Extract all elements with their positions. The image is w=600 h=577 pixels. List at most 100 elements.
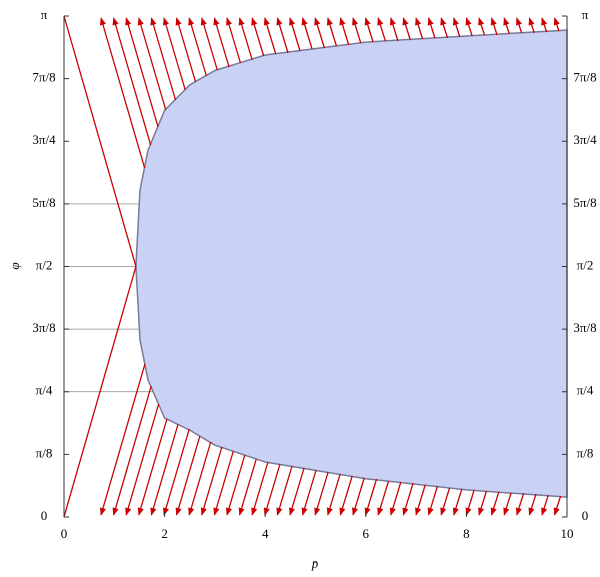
arrow bbox=[112, 385, 152, 516]
arrow bbox=[213, 17, 230, 68]
y-tick-label: 3π/4 bbox=[32, 132, 56, 147]
arrow bbox=[137, 17, 167, 111]
x-tick-label: 2 bbox=[161, 526, 168, 541]
arrow bbox=[389, 17, 399, 42]
arrow bbox=[503, 492, 512, 516]
arrow bbox=[137, 418, 168, 516]
y-tick-label: 3π/4 bbox=[573, 132, 597, 147]
arrow bbox=[490, 491, 500, 516]
arrow bbox=[162, 428, 190, 516]
arrow bbox=[263, 463, 281, 516]
arrow bbox=[289, 467, 305, 516]
arrow bbox=[125, 403, 160, 516]
arrow bbox=[402, 482, 414, 516]
y-tick-label: π/8 bbox=[36, 445, 53, 460]
arrow bbox=[238, 17, 253, 61]
arrow bbox=[99, 363, 146, 516]
arrow bbox=[175, 17, 197, 83]
x-tick-label: 10 bbox=[561, 526, 574, 541]
region bbox=[135, 29, 568, 498]
y-tick-label: 5π/8 bbox=[32, 195, 55, 210]
y-tick-label: 0 bbox=[41, 508, 48, 523]
arrow bbox=[289, 17, 301, 52]
arrow bbox=[478, 17, 486, 36]
arrow bbox=[440, 487, 451, 516]
arrow bbox=[364, 478, 378, 516]
arrow bbox=[452, 488, 463, 516]
arrow bbox=[276, 17, 289, 54]
arrow bbox=[301, 17, 313, 50]
arrow bbox=[326, 473, 341, 516]
arrow bbox=[125, 17, 159, 128]
arrow bbox=[528, 17, 535, 34]
arrow bbox=[541, 494, 549, 516]
arrow bbox=[515, 492, 525, 516]
y-tick-label: π bbox=[41, 7, 48, 22]
arrow bbox=[516, 17, 523, 34]
y-tick-label: 5π/8 bbox=[573, 195, 596, 210]
x-tick-label: 4 bbox=[262, 526, 269, 541]
y-axis-label: φ bbox=[7, 262, 22, 269]
arrow bbox=[553, 495, 562, 516]
arrow bbox=[251, 461, 269, 516]
characteristic bbox=[63, 15, 137, 267]
arrow bbox=[226, 17, 242, 64]
arrow bbox=[364, 17, 374, 43]
arrow bbox=[188, 441, 212, 516]
arrow bbox=[276, 465, 293, 516]
y-tick-label: 0 bbox=[582, 508, 589, 523]
arrow bbox=[452, 17, 461, 38]
arrow bbox=[541, 17, 548, 33]
arrow bbox=[213, 450, 234, 516]
arrow bbox=[427, 485, 439, 516]
arrow bbox=[200, 17, 218, 71]
arrow bbox=[465, 489, 475, 516]
arrow bbox=[150, 17, 177, 101]
arrow bbox=[251, 17, 265, 57]
arrow bbox=[162, 17, 186, 91]
y-tick-label: 7π/8 bbox=[573, 70, 596, 85]
arrow bbox=[440, 17, 449, 39]
y-tick-label: 3π/8 bbox=[573, 320, 596, 335]
arrow bbox=[389, 481, 402, 516]
arrow bbox=[188, 17, 208, 77]
y-tick-label: 3π/8 bbox=[32, 320, 55, 335]
arrow bbox=[314, 471, 329, 516]
x-axis-label: p̄ bbox=[311, 556, 319, 571]
x-tick-label: 0 bbox=[61, 526, 68, 541]
arrow bbox=[490, 17, 498, 36]
arrow bbox=[175, 435, 201, 516]
y-tick-label: π/8 bbox=[577, 445, 594, 460]
arrow bbox=[263, 17, 277, 55]
x-tick-label: 6 bbox=[363, 526, 370, 541]
arrow bbox=[402, 17, 411, 41]
y-tick-label: 7π/8 bbox=[32, 70, 55, 85]
arrow bbox=[465, 17, 473, 37]
arrow bbox=[339, 475, 353, 516]
arrow bbox=[112, 17, 152, 146]
arrow bbox=[528, 493, 537, 516]
arrow bbox=[99, 17, 146, 169]
x-tick-label: 8 bbox=[463, 526, 470, 541]
arrow bbox=[238, 458, 257, 516]
y-tick-label: π/2 bbox=[577, 257, 594, 272]
arrow bbox=[478, 490, 488, 516]
arrow bbox=[200, 446, 223, 516]
y-tick-label: π/4 bbox=[577, 383, 594, 398]
arrow bbox=[339, 17, 350, 46]
arrow bbox=[503, 17, 510, 35]
arrow bbox=[553, 17, 560, 32]
arrow bbox=[226, 454, 246, 516]
y-tick-label: π bbox=[582, 7, 589, 22]
arrow bbox=[377, 480, 390, 516]
arrow bbox=[415, 484, 426, 516]
arrow bbox=[352, 17, 362, 44]
y-tick-label: π/4 bbox=[36, 383, 53, 398]
arrow bbox=[301, 469, 317, 516]
arrow bbox=[377, 17, 386, 42]
arrow bbox=[352, 477, 365, 516]
arrow bbox=[427, 17, 436, 39]
y-tick-label: π/2 bbox=[36, 257, 53, 272]
arrow bbox=[314, 17, 326, 49]
